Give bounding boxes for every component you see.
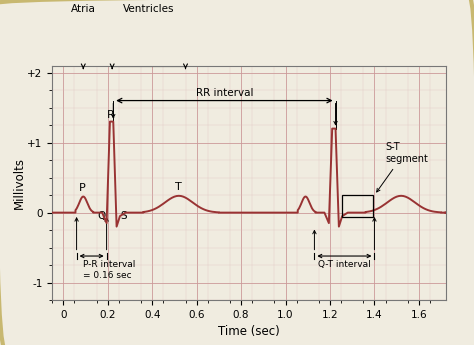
- Text: Atria: Atria: [71, 4, 96, 14]
- Bar: [342, 195, 374, 217]
- Text: S-T
segment: S-T segment: [385, 142, 428, 164]
- X-axis label: Time (sec): Time (sec): [218, 325, 280, 338]
- Y-axis label: Millivolts: Millivolts: [13, 157, 26, 209]
- Text: Q: Q: [97, 211, 106, 221]
- Text: T: T: [175, 181, 182, 191]
- Text: Q-T interval: Q-T interval: [318, 260, 371, 269]
- Text: R: R: [107, 110, 115, 120]
- Text: Ventricles: Ventricles: [123, 4, 174, 14]
- Text: P: P: [79, 183, 85, 193]
- Text: RR interval: RR interval: [196, 88, 253, 98]
- Text: S: S: [120, 211, 127, 221]
- Text: P-R interval
= 0.16 sec: P-R interval = 0.16 sec: [83, 260, 136, 280]
